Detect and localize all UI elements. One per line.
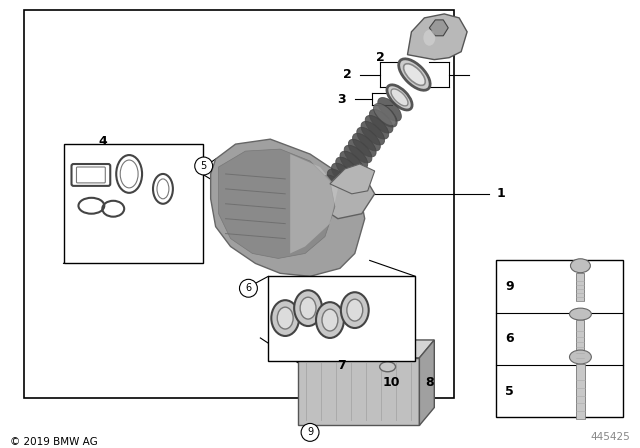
Bar [496,260,623,418]
Circle shape [195,157,212,175]
Ellipse shape [294,290,322,326]
Polygon shape [429,20,448,36]
Ellipse shape [316,302,344,338]
Polygon shape [211,139,365,276]
Text: 9: 9 [506,280,514,293]
Ellipse shape [277,307,293,329]
Ellipse shape [570,308,591,320]
Ellipse shape [424,30,435,46]
Polygon shape [330,164,374,194]
Circle shape [301,423,319,441]
Polygon shape [419,340,435,426]
Ellipse shape [378,98,401,121]
Bar [298,358,419,426]
Ellipse shape [348,139,372,163]
Text: 6: 6 [506,332,514,345]
Text: 2: 2 [343,68,352,81]
Ellipse shape [347,299,363,321]
Text: 8: 8 [425,376,434,389]
Text: 7: 7 [337,359,346,372]
Ellipse shape [369,109,393,133]
Text: 10: 10 [383,376,400,389]
Ellipse shape [271,300,299,336]
Polygon shape [219,149,335,258]
Bar [577,320,584,358]
Text: 1: 1 [497,187,506,200]
Text: 3: 3 [337,93,346,106]
Polygon shape [320,174,374,219]
Ellipse shape [340,151,364,175]
Ellipse shape [344,145,368,169]
Bar [268,276,415,361]
Polygon shape [376,349,399,361]
Ellipse shape [300,297,316,319]
Ellipse shape [323,175,347,198]
Ellipse shape [322,309,338,331]
Text: 5: 5 [506,385,514,398]
Bar [24,10,454,397]
Polygon shape [298,340,435,358]
Ellipse shape [387,85,412,110]
Ellipse shape [336,157,359,181]
Text: 2: 2 [376,51,385,64]
Polygon shape [290,154,338,254]
Bar [577,273,584,301]
Ellipse shape [570,259,590,273]
Text: 4: 4 [99,135,108,148]
Text: 445425: 445425 [590,432,630,442]
Ellipse shape [361,121,385,145]
Ellipse shape [332,163,355,187]
Bar [576,364,585,418]
Ellipse shape [399,59,430,90]
Ellipse shape [374,103,397,127]
Ellipse shape [341,292,369,328]
Ellipse shape [327,169,351,193]
Text: © 2019 BMW AG: © 2019 BMW AG [10,437,98,448]
Ellipse shape [391,89,408,106]
Ellipse shape [570,350,591,364]
Ellipse shape [380,362,396,372]
Bar [63,144,203,263]
Text: 5: 5 [200,161,207,171]
Ellipse shape [404,64,425,86]
Polygon shape [408,14,467,60]
Ellipse shape [374,103,396,125]
Text: 9: 9 [307,427,313,437]
Circle shape [239,279,257,297]
Text: 6: 6 [245,283,252,293]
Ellipse shape [365,116,388,139]
Ellipse shape [353,134,376,157]
Ellipse shape [356,127,380,151]
